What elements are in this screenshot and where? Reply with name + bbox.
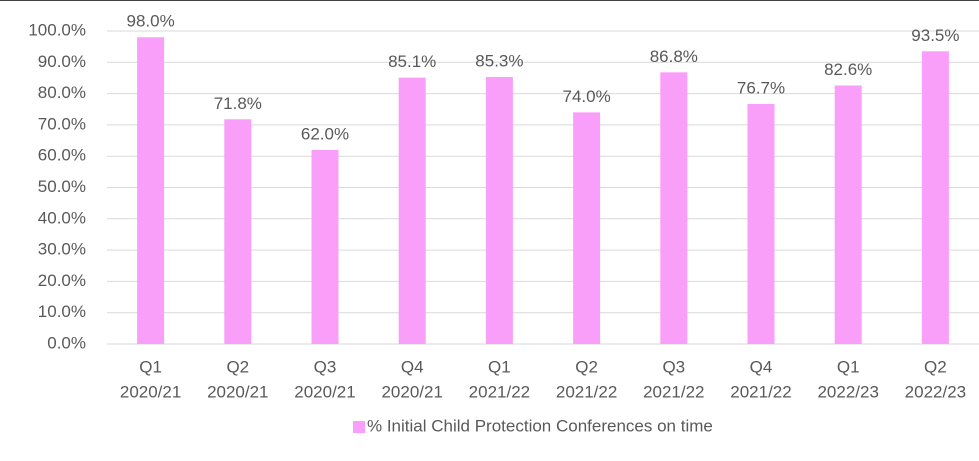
x-tick-label: Q1 [837,357,860,376]
y-tick-label: 40.0% [38,208,86,227]
y-tick-label: 20.0% [38,271,86,290]
y-tick-label: 100.0% [28,20,86,39]
bar [311,149,339,344]
x-tick-label: 2021/22 [469,382,530,401]
data-label: 82.6% [824,60,872,79]
x-tick-label: Q4 [401,357,424,376]
y-tick-label: 50.0% [38,177,86,196]
y-tick-label: 0.0% [47,333,86,352]
data-label: 76.7% [737,78,785,97]
x-tick-label: Q2 [924,357,947,376]
data-label: 62.0% [301,124,349,143]
x-tick-label: 2022/23 [817,382,878,401]
x-tick-label: Q3 [314,357,337,376]
bar [137,37,165,344]
bar [224,119,252,345]
x-tick-label: Q3 [662,357,685,376]
bar [747,103,775,344]
y-tick-label: 10.0% [38,302,86,321]
x-tick-label: Q1 [139,357,162,376]
bar [573,112,601,344]
bar [921,51,949,344]
x-tick-label: 2022/23 [905,382,966,401]
bar [398,77,426,345]
x-tick-label: Q4 [750,357,773,376]
x-tick-label: 2021/22 [643,382,704,401]
x-tick-label: 2020/21 [120,382,181,401]
data-label: 74.0% [562,87,610,106]
x-tick-label: Q2 [575,357,598,376]
data-label: 71.8% [214,94,262,113]
bar [660,72,688,344]
data-label: 85.1% [388,52,436,71]
y-tick-label: 90.0% [38,52,86,71]
data-label: 93.5% [911,26,959,45]
y-tick-label: 70.0% [38,114,86,133]
bar [485,77,513,345]
data-label: 85.3% [475,51,523,70]
y-tick-label: 30.0% [38,240,86,259]
x-tick-label: 2021/22 [730,382,791,401]
y-tick-label: 80.0% [38,83,86,102]
legend-swatch [353,421,365,433]
x-tick-label: 2020/21 [381,382,442,401]
legend-label: % Initial Child Protection Conferences o… [367,416,713,435]
x-tick-label: Q2 [226,357,249,376]
x-tick-label: 2021/22 [556,382,617,401]
x-tick-label: 2020/21 [294,382,355,401]
x-tick-label: Q1 [488,357,511,376]
data-label: 98.0% [126,12,174,31]
y-tick-label: 60.0% [38,146,86,165]
bar [834,85,862,344]
data-label: 86.8% [650,47,698,66]
x-tick-label: 2020/21 [207,382,268,401]
